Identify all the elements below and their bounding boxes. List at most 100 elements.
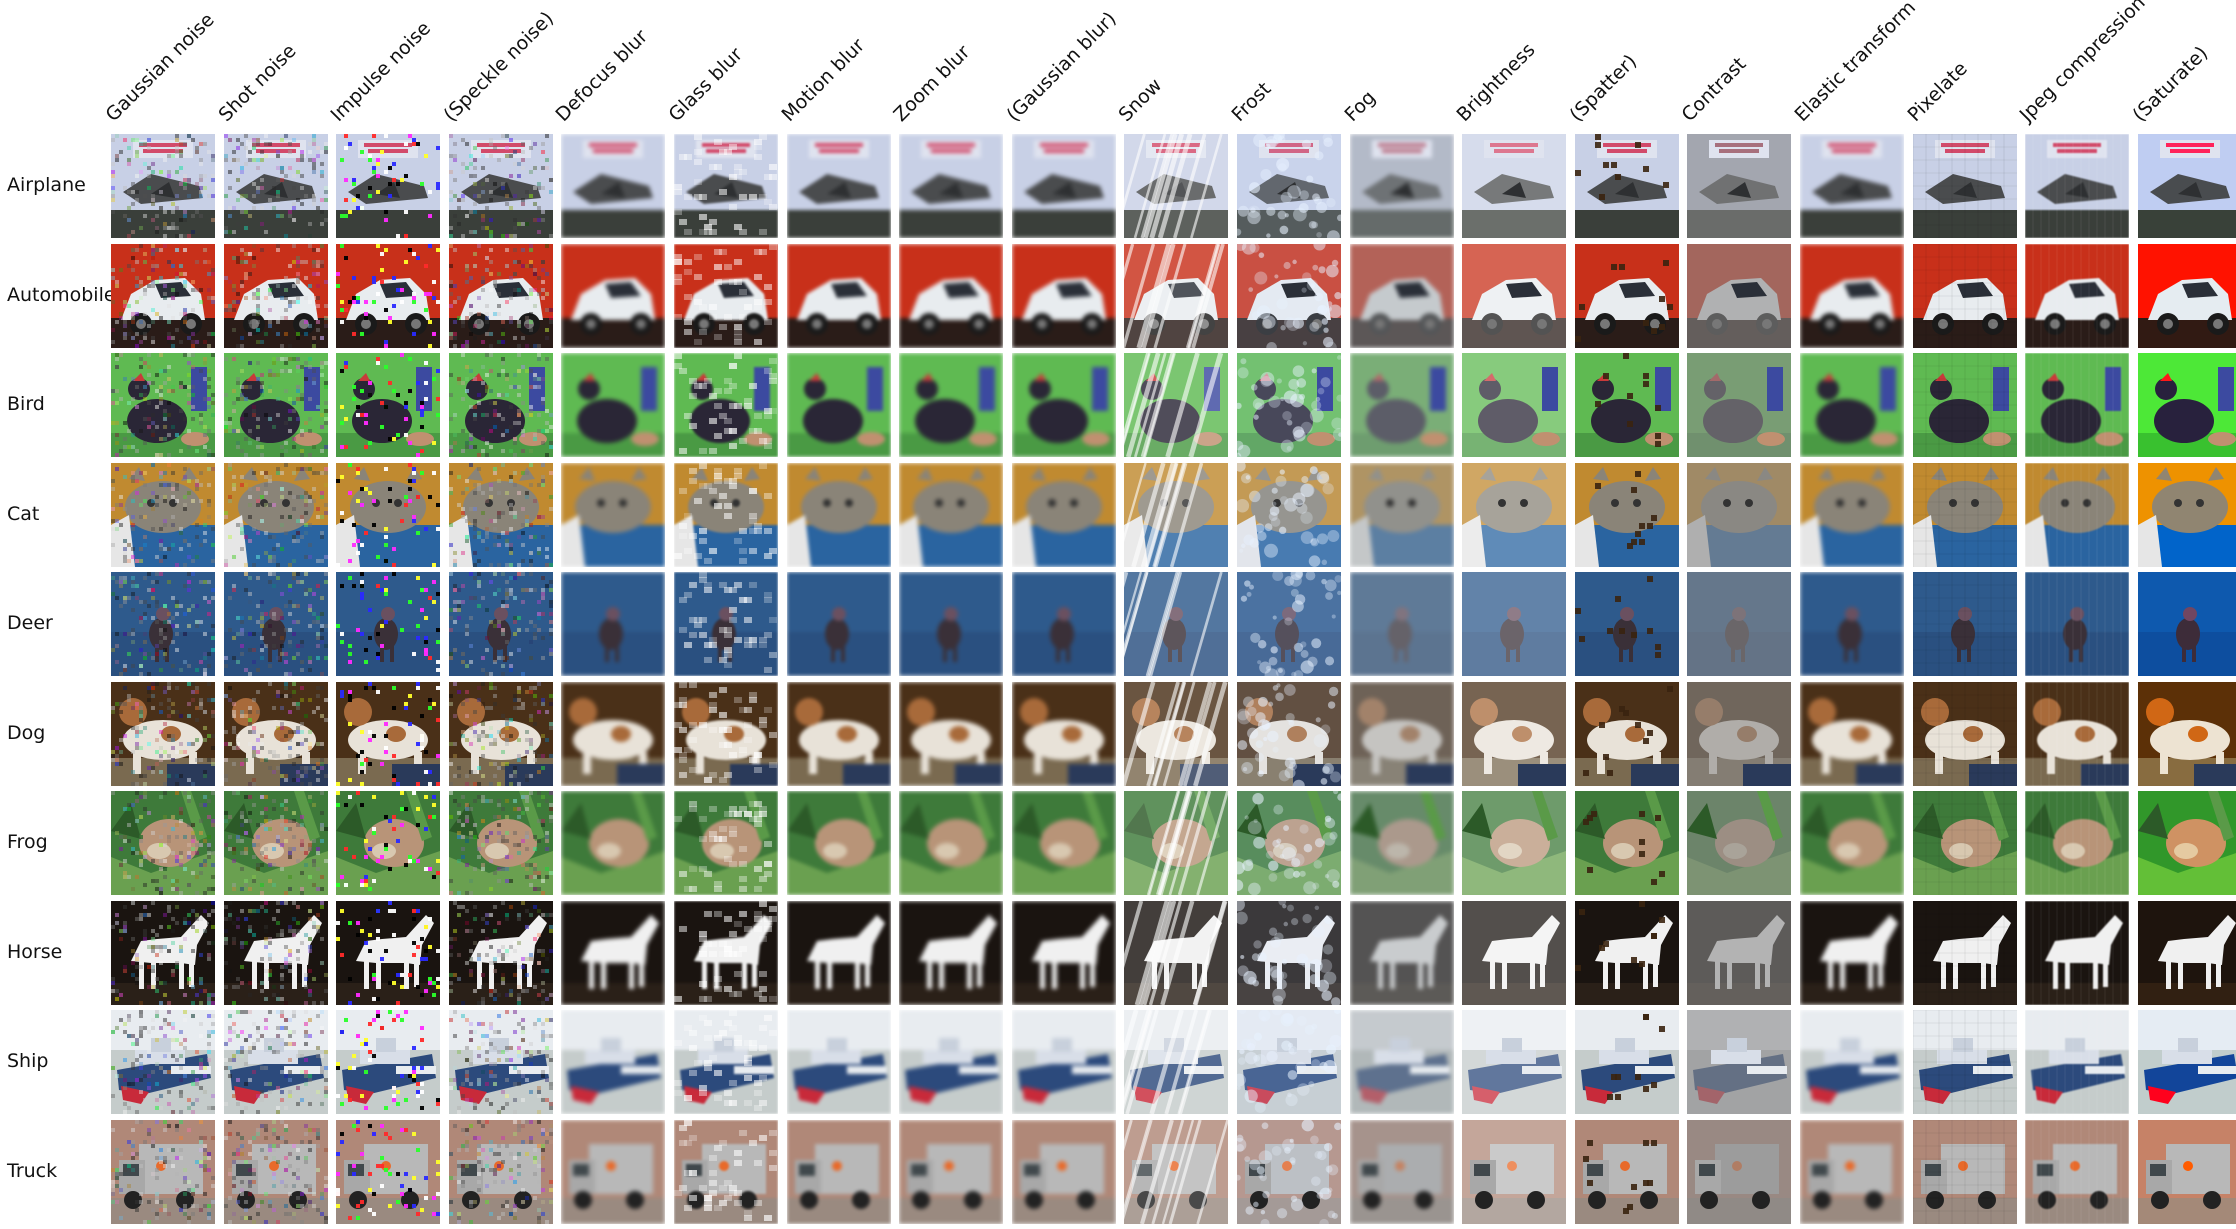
corruption-thumbnail bbox=[223, 134, 328, 238]
corruption-thumbnail bbox=[1687, 681, 1792, 786]
column-label: Zoom blur bbox=[889, 41, 975, 126]
corruption-thumbnail bbox=[1912, 134, 2017, 238]
corruption-thumbnail bbox=[448, 462, 553, 567]
corruption-thumbnail bbox=[561, 681, 666, 786]
corruption-thumbnail bbox=[1124, 1010, 1229, 1114]
corruption-thumbnail bbox=[1011, 353, 1116, 457]
corruption-thumbnail bbox=[1912, 353, 2017, 457]
corruption-thumbnail bbox=[1574, 462, 1679, 567]
corruption-thumbnail bbox=[448, 681, 553, 786]
corruption-thumbnail bbox=[1800, 900, 1904, 1005]
column-label: (Speckle noise) bbox=[439, 7, 558, 127]
corruption-thumbnail bbox=[336, 572, 441, 676]
corruption-thumbnail bbox=[2137, 353, 2236, 457]
corruption-thumbnail bbox=[1011, 462, 1116, 567]
corruption-thumbnail bbox=[786, 1010, 891, 1114]
corruption-thumbnail bbox=[1687, 353, 1792, 457]
corruption-thumbnail bbox=[1237, 900, 1341, 1005]
corruption-thumbnail bbox=[1124, 353, 1229, 457]
corruption-thumbnail bbox=[2137, 791, 2236, 895]
corruption-thumbnail bbox=[1462, 900, 1567, 1005]
corruption-thumbnail bbox=[1011, 681, 1116, 786]
corruption-thumbnail bbox=[1349, 900, 1454, 1005]
corruption-thumbnail bbox=[674, 1119, 778, 1224]
corruption-thumbnail bbox=[899, 462, 1004, 567]
corruption-thumbnail bbox=[561, 134, 666, 238]
corruption-thumbnail bbox=[561, 1010, 666, 1114]
corruption-thumbnail bbox=[1912, 1119, 2017, 1224]
column-label: Defocus blur bbox=[551, 25, 653, 126]
corruption-thumbnail bbox=[1349, 353, 1454, 457]
corruption-thumbnail bbox=[1574, 353, 1679, 457]
column-label: Elastic transform bbox=[1790, 0, 1920, 127]
corruption-thumbnail bbox=[336, 1010, 441, 1114]
corruption-thumbnail bbox=[786, 243, 891, 348]
row-label: Airplane bbox=[7, 174, 86, 196]
corruption-thumbnail bbox=[111, 353, 215, 457]
corruption-thumbnail bbox=[674, 681, 778, 786]
corruption-thumbnail bbox=[1011, 1119, 1116, 1224]
corruption-thumbnail bbox=[1687, 243, 1792, 348]
corruption-thumbnail bbox=[1349, 1010, 1454, 1114]
corruption-thumbnail bbox=[899, 1119, 1004, 1224]
corruption-thumbnail bbox=[1574, 1010, 1679, 1114]
column-label: Frost bbox=[1227, 77, 1276, 126]
corruption-thumbnail bbox=[1124, 134, 1229, 238]
corruption-thumbnail bbox=[1912, 1010, 2017, 1114]
corruption-thumbnail bbox=[2025, 791, 2130, 895]
corruption-thumbnail bbox=[786, 134, 891, 238]
corruption-thumbnail bbox=[786, 900, 891, 1005]
corruption-thumbnail bbox=[674, 1010, 778, 1114]
corruption-thumbnail bbox=[1349, 1119, 1454, 1224]
corruption-thumbnail bbox=[111, 243, 215, 348]
corruption-thumbnail bbox=[1011, 1010, 1116, 1114]
corruption-thumbnail bbox=[448, 134, 553, 238]
corruption-thumbnail bbox=[1687, 791, 1792, 895]
corruption-thumbnail bbox=[1011, 791, 1116, 895]
row-label: Deer bbox=[7, 612, 53, 634]
corruption-thumbnail bbox=[561, 243, 666, 348]
corruption-thumbnail bbox=[1124, 791, 1229, 895]
corruption-thumbnail bbox=[1687, 900, 1792, 1005]
corruption-thumbnail bbox=[1800, 134, 1904, 238]
corruption-thumbnail bbox=[1462, 1119, 1567, 1224]
corruption-thumbnail bbox=[899, 1010, 1004, 1114]
corruption-thumbnail bbox=[561, 1119, 666, 1224]
corruption-thumbnail bbox=[1124, 572, 1229, 676]
corruption-thumbnail bbox=[786, 462, 891, 567]
corruption-thumbnail bbox=[899, 353, 1004, 457]
corruption-thumbnail bbox=[1349, 243, 1454, 348]
corruption-thumbnail bbox=[1574, 681, 1679, 786]
corruption-thumbnail bbox=[1349, 134, 1454, 238]
corruption-thumbnail bbox=[1237, 462, 1341, 567]
column-label: Shot noise bbox=[214, 39, 301, 127]
corruption-thumbnail bbox=[111, 1119, 215, 1224]
corruption-thumbnail bbox=[1124, 681, 1229, 786]
column-label: Motion blur bbox=[777, 34, 869, 127]
corruption-thumbnail bbox=[1574, 134, 1679, 238]
corruption-thumbnail bbox=[786, 572, 891, 676]
corruption-thumbnail bbox=[899, 900, 1004, 1005]
corruption-thumbnail bbox=[561, 791, 666, 895]
corruption-thumbnail bbox=[1462, 462, 1567, 567]
corruption-thumbnail bbox=[1237, 134, 1341, 238]
row-label: Frog bbox=[7, 831, 48, 853]
corruption-thumbnail bbox=[1011, 243, 1116, 348]
corruption-thumbnail bbox=[561, 572, 666, 676]
corruption-thumbnail bbox=[448, 900, 553, 1005]
corruption-thumbnail bbox=[1349, 791, 1454, 895]
corruption-thumbnail bbox=[1349, 572, 1454, 676]
corruption-thumbnail bbox=[2025, 572, 2130, 676]
corruption-thumbnail bbox=[1687, 134, 1792, 238]
column-label: Fog bbox=[1340, 86, 1380, 126]
corruption-thumbnail bbox=[223, 1010, 328, 1114]
corruption-thumbnail bbox=[1912, 900, 2017, 1005]
corruption-thumbnail bbox=[223, 681, 328, 786]
row-label: Ship bbox=[7, 1050, 49, 1072]
corruption-thumbnail bbox=[1124, 462, 1229, 567]
corruption-thumbnail bbox=[223, 1119, 328, 1224]
corruption-thumbnail bbox=[1687, 1010, 1792, 1114]
corruption-thumbnail bbox=[448, 243, 553, 348]
corruption-thumbnail bbox=[1912, 243, 2017, 348]
corruption-thumbnail bbox=[2137, 681, 2236, 786]
